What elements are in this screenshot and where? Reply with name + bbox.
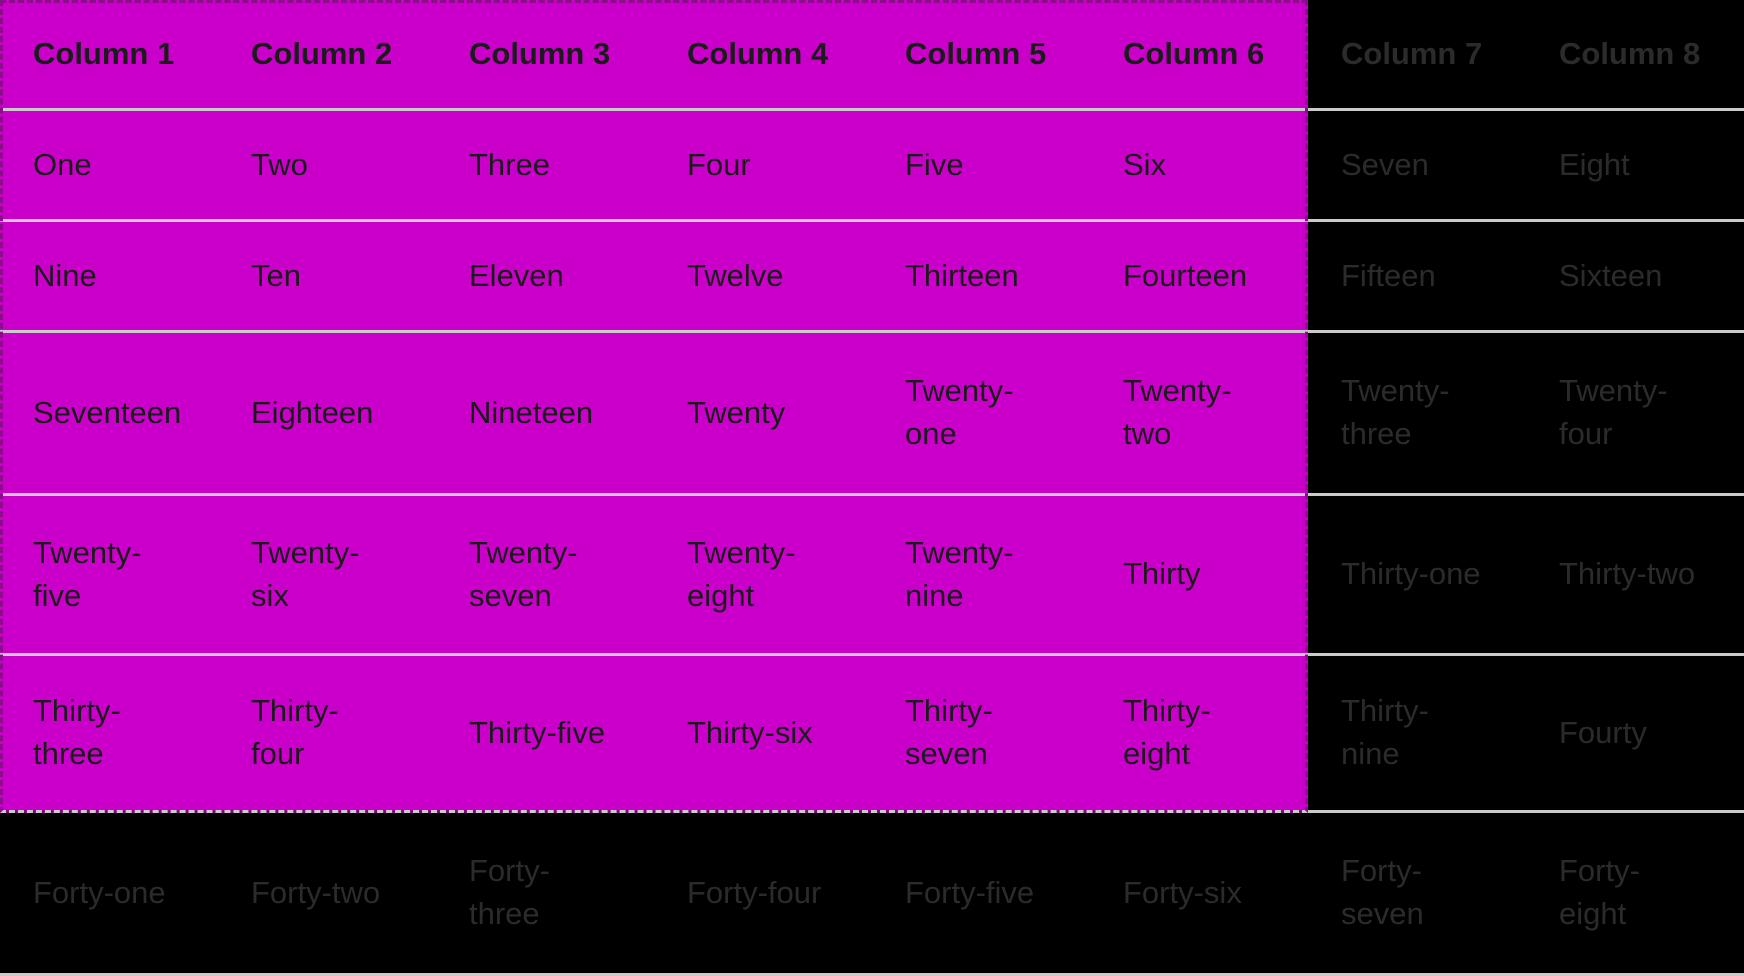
- table-cell[interactable]: Thirty-two: [1559, 556, 1696, 592]
- header-row: Column 1 Column 2 Column 3 Column 4 Column 5…: [0, 0, 1744, 111]
- table-cell[interactable]: Five: [905, 146, 964, 182]
- table-cell[interactable]: Twenty- three: [1341, 373, 1450, 451]
- header-cell[interactable]: Column 4: [687, 35, 829, 71]
- table-cell[interactable]: Fourteen: [1123, 257, 1248, 293]
- table-cell[interactable]: Forty-two: [251, 874, 381, 910]
- table-cell[interactable]: Thirty- seven: [905, 693, 993, 771]
- table-cell[interactable]: Thirty- eight: [1123, 693, 1211, 771]
- table-cell[interactable]: One: [33, 146, 92, 182]
- header-cell[interactable]: Column 7: [1341, 35, 1483, 71]
- table-cell[interactable]: Nineteen: [469, 394, 594, 430]
- table-cell[interactable]: Forty-five: [905, 874, 1035, 910]
- table-cell[interactable]: Forty-one: [33, 874, 166, 910]
- table-cell[interactable]: Thirty- three: [33, 693, 121, 771]
- table-row: Nine Ten Eleven Twelve Thirteen Fourteen Fifte…: [0, 222, 1744, 333]
- table-row: Twenty- five Twenty- six Twenty- seven Twen…: [0, 496, 1744, 656]
- header-cell[interactable]: Column 1: [33, 35, 175, 71]
- table-cell[interactable]: Thirteen: [905, 257, 1019, 293]
- header-cell[interactable]: Column 3: [469, 35, 611, 71]
- selection-range-highlight: [0, 0, 1308, 813]
- table-cell[interactable]: Twelve: [687, 257, 784, 293]
- table-cell[interactable]: Two: [251, 146, 308, 182]
- table-cell[interactable]: Thirty-five: [469, 714, 606, 750]
- table-cell[interactable]: Twenty- nine: [905, 534, 1014, 613]
- table-cell[interactable]: Twenty- six: [251, 534, 360, 613]
- table-row: Seventeen Eighteen Nineteen Twenty Twenty- o…: [0, 333, 1744, 496]
- table-cell[interactable]: Seventeen: [33, 394, 182, 430]
- table-cell[interactable]: Thirty-six: [687, 714, 813, 750]
- table-cell[interactable]: Three: [469, 146, 550, 182]
- table-cell[interactable]: Thirty: [1123, 556, 1201, 592]
- table-cell[interactable]: Eleven: [469, 257, 564, 293]
- table-cell[interactable]: Twenty- five: [33, 534, 142, 613]
- table-cell[interactable]: Four: [687, 146, 751, 182]
- table-cell[interactable]: Sixteen: [1559, 257, 1663, 293]
- table-cell[interactable]: Twenty- two: [1123, 373, 1232, 451]
- table-cell[interactable]: Forty- eight: [1559, 853, 1640, 931]
- table-cell[interactable]: Forty-four: [687, 874, 822, 910]
- table-cell[interactable]: Eight: [1559, 146, 1630, 182]
- table-cell[interactable]: Forty- seven: [1341, 853, 1424, 931]
- selection-border-underlay: [0, 810, 1308, 813]
- table-cell[interactable]: Eighteen: [251, 394, 374, 430]
- table-cell[interactable]: Twenty- seven: [469, 534, 578, 613]
- table-row: Thirty- three Thirty- four Thirty-five Thir…: [0, 656, 1744, 813]
- header-cell[interactable]: Column 6: [1123, 35, 1265, 71]
- table-cell[interactable]: Six: [1123, 146, 1167, 182]
- table-cell[interactable]: Fifteen: [1341, 257, 1436, 293]
- table-cell[interactable]: Thirty-one: [1341, 556, 1481, 592]
- header-cell[interactable]: Column 2: [251, 35, 393, 71]
- header-cell[interactable]: Column 8: [1559, 35, 1701, 71]
- table-cell[interactable]: Seven: [1341, 146, 1429, 182]
- table-row: One Two Three Four Five Six Seven Eight: [0, 111, 1744, 222]
- table-cell[interactable]: Twenty- eight: [687, 534, 796, 613]
- table-row: Forty-one Forty-two Forty- three Forty-four…: [0, 813, 1744, 976]
- table-cell[interactable]: Twenty- four: [1559, 373, 1668, 451]
- table-cell[interactable]: Ten: [251, 257, 301, 293]
- table-cell[interactable]: Nine: [33, 257, 97, 293]
- table-cell[interactable]: Twenty- one: [905, 373, 1014, 451]
- table-cell[interactable]: Fourty: [1559, 714, 1647, 750]
- table-cell[interactable]: Thirty- nine: [1341, 693, 1429, 771]
- header-cell[interactable]: Column 5: [905, 35, 1047, 71]
- table-cell[interactable]: Forty-six: [1123, 874, 1242, 910]
- table-cell[interactable]: Forty- three: [469, 853, 550, 931]
- table-cell[interactable]: Thirty- four: [251, 693, 339, 771]
- table-cell[interactable]: Twenty: [687, 394, 786, 430]
